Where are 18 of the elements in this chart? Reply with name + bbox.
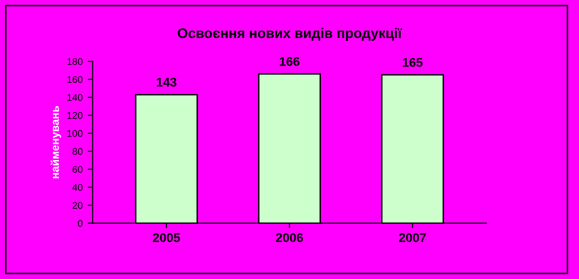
y-axis-title: найменувань (50, 106, 62, 178)
y-tick-label: 160 (67, 76, 83, 83)
chart-title: Освоєння нових видів продукції (178, 28, 402, 41)
x-tick-label: 2007 (399, 233, 426, 242)
y-tick-label: 180 (67, 58, 83, 65)
y-tick-label: 0 (78, 220, 83, 227)
y-tick-label: 20 (72, 202, 83, 209)
data-label: 166 (280, 57, 300, 66)
x-tick-label: 2006 (276, 233, 303, 242)
y-tick-label: 120 (67, 112, 83, 119)
y-tick-label: 40 (72, 184, 83, 191)
y-tick-label: 60 (72, 166, 83, 173)
y-tick-label: 100 (67, 130, 83, 137)
y-tick-label: 80 (72, 148, 83, 155)
data-label: 143 (156, 78, 176, 87)
x-tick-label: 2005 (152, 233, 180, 242)
y-tick-label: 140 (67, 94, 83, 101)
data-label: 165 (402, 58, 423, 67)
